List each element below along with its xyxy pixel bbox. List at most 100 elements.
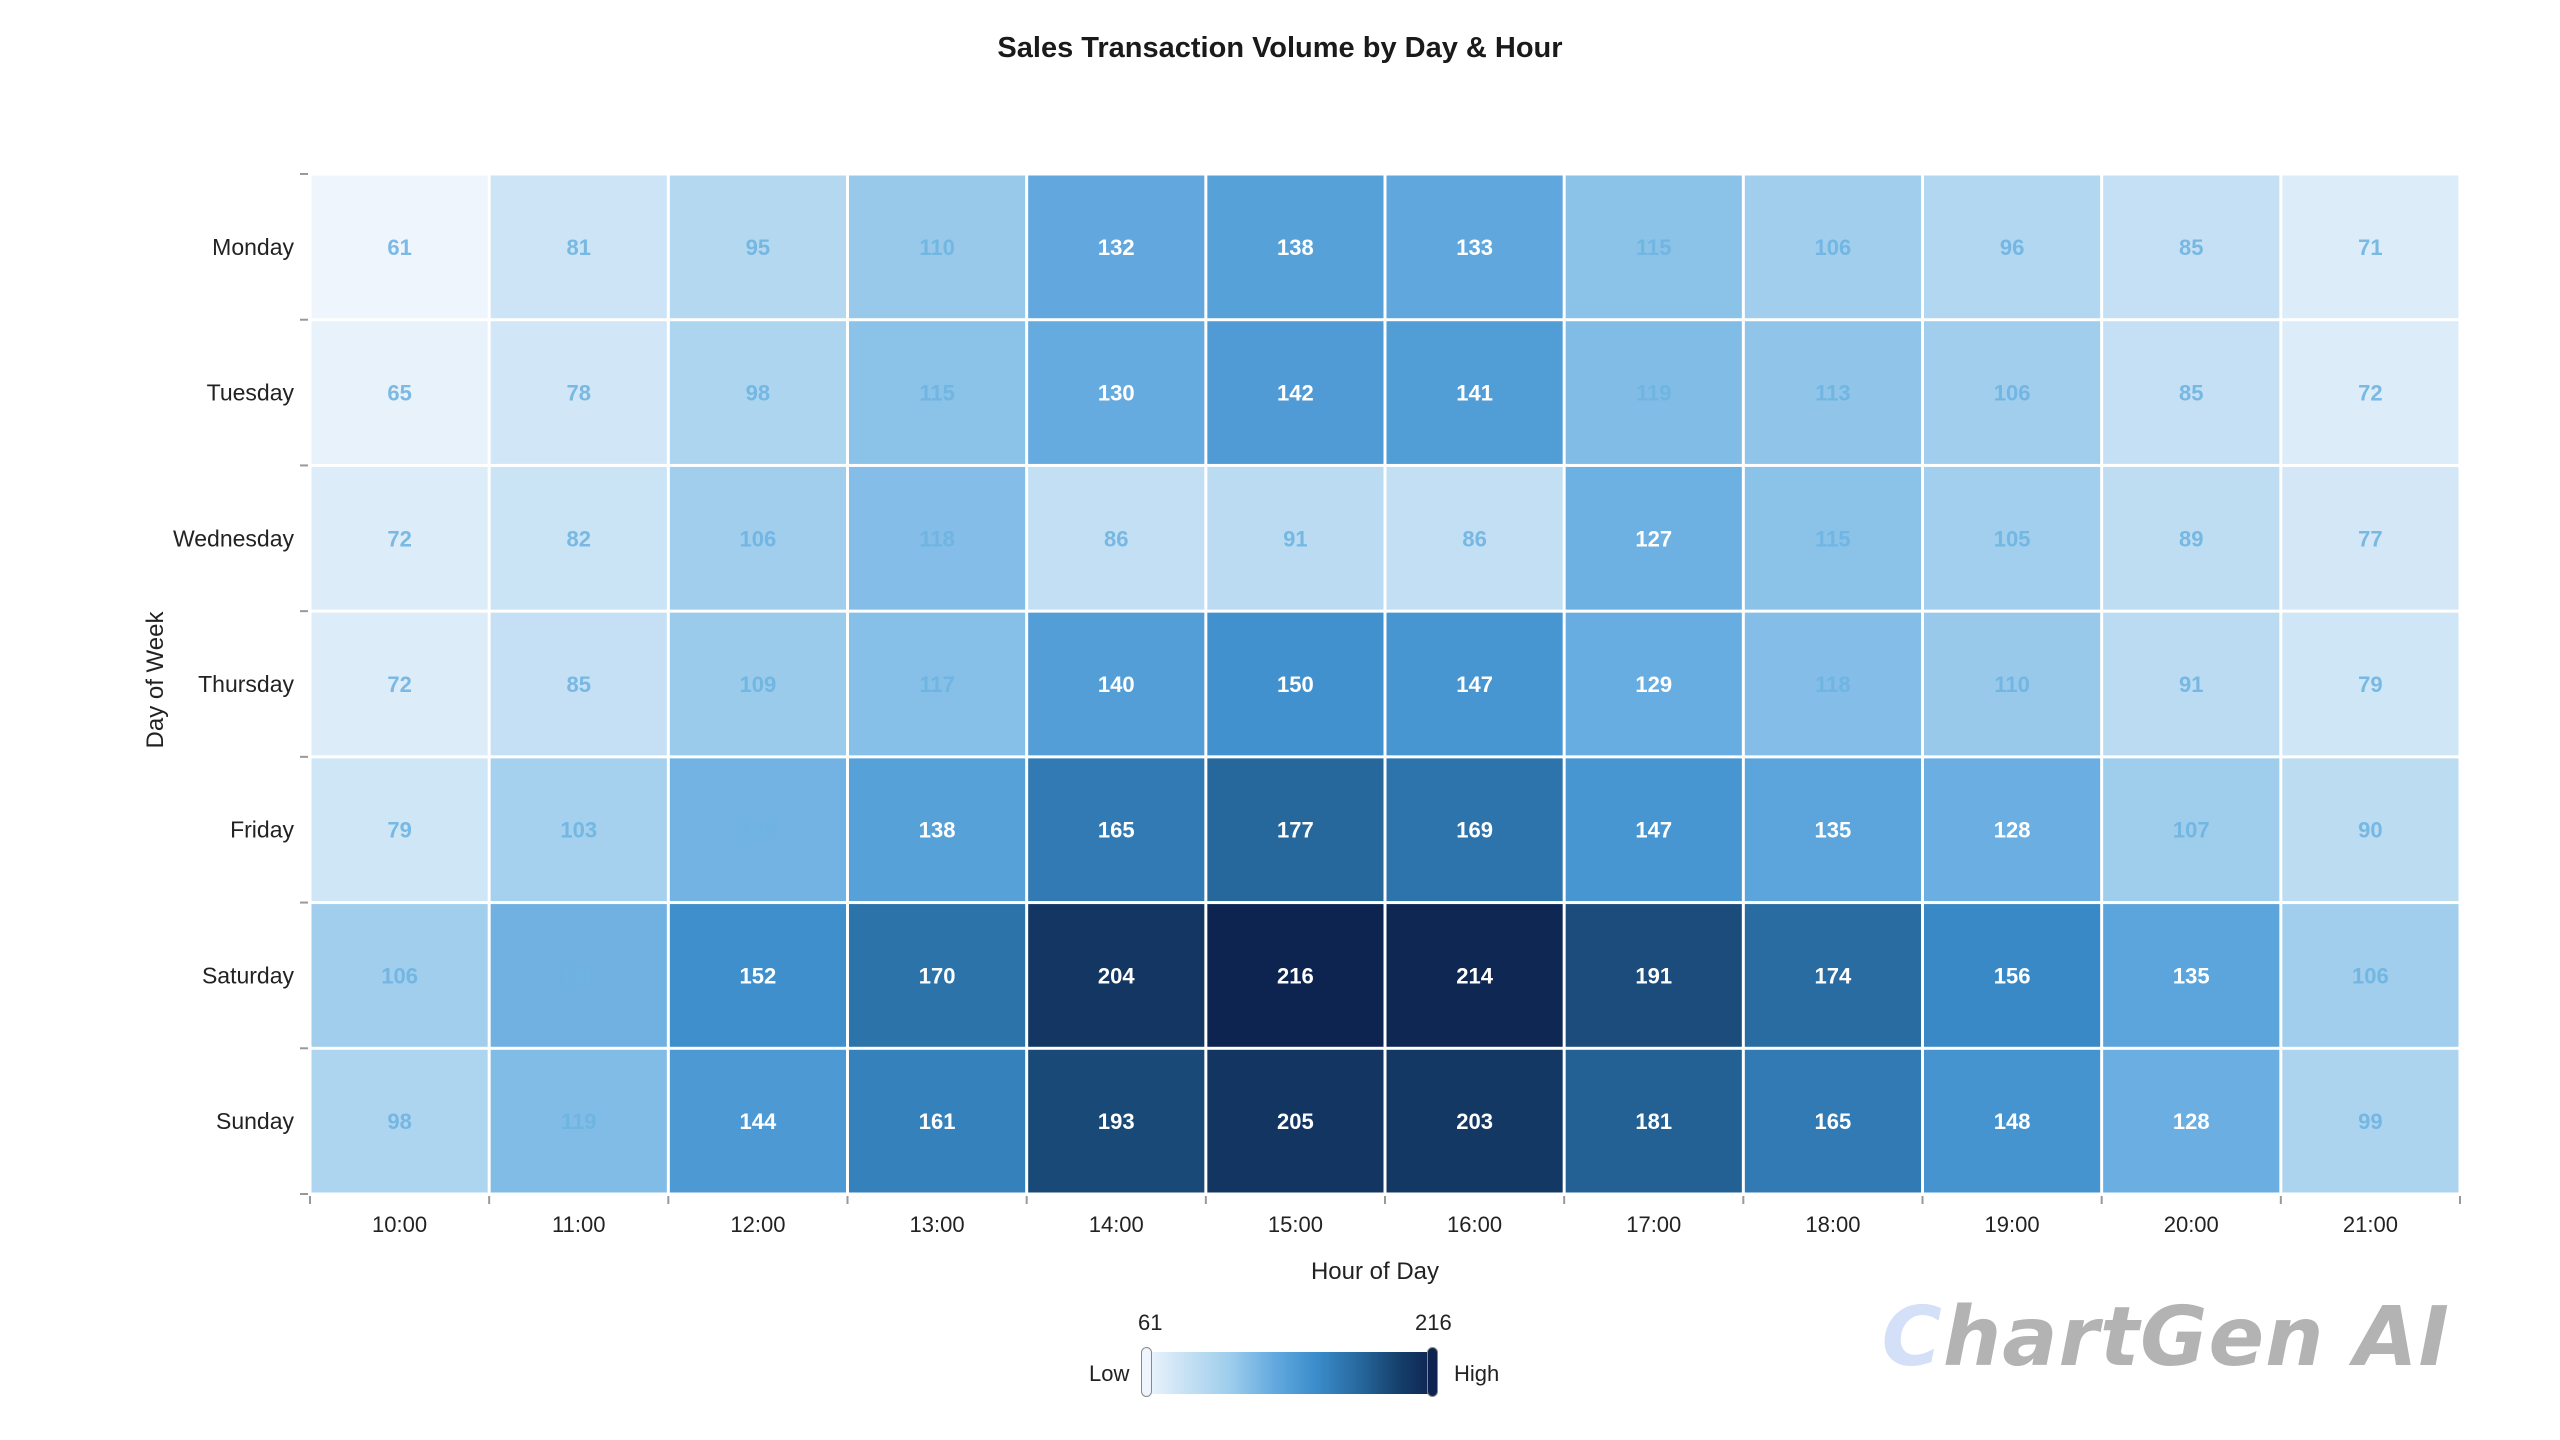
heatmap-cell[interactable] — [669, 758, 846, 902]
heatmap-cell[interactable] — [1386, 758, 1563, 902]
heatmap-cell[interactable] — [2103, 175, 2280, 319]
heatmap-cell-label: 86 — [1104, 526, 1128, 551]
heatmap-cell[interactable] — [311, 466, 488, 610]
heatmap-cell[interactable] — [2103, 1049, 2280, 1193]
heatmap-cell[interactable] — [1565, 175, 1742, 319]
heatmap-cell[interactable] — [849, 175, 1026, 319]
heatmap-cell[interactable] — [490, 321, 667, 464]
heatmap-cell[interactable] — [2103, 466, 2280, 610]
heatmap-cell[interactable] — [1565, 758, 1742, 902]
heatmap-cell[interactable] — [311, 321, 488, 464]
heatmap-cell[interactable] — [1207, 466, 1384, 610]
heatmap-cell[interactable] — [1744, 904, 1921, 1047]
heatmap-cell[interactable] — [849, 904, 1026, 1047]
heatmap-cell[interactable] — [490, 175, 667, 319]
heatmap-cell[interactable] — [311, 175, 488, 319]
x-tick-label: 21:00 — [2343, 1212, 2398, 1237]
heatmap-cell[interactable] — [849, 466, 1026, 610]
heatmap-cell[interactable] — [1207, 904, 1384, 1047]
heatmap-cell[interactable] — [2103, 904, 2280, 1047]
heatmap-cell[interactable] — [669, 466, 846, 610]
heatmap-cell[interactable] — [1924, 466, 2101, 610]
heatmap-cell[interactable] — [1565, 466, 1742, 610]
heatmap-cell[interactable] — [311, 904, 488, 1047]
heatmap-cell[interactable] — [1565, 612, 1742, 756]
heatmap-cell[interactable] — [669, 612, 846, 756]
heatmap-cell[interactable] — [1744, 1049, 1921, 1193]
heatmap-cell[interactable] — [2282, 758, 2459, 902]
heatmap-cell[interactable] — [1028, 175, 1205, 319]
heatmap-cell[interactable] — [1386, 321, 1563, 464]
heatmap-cell[interactable] — [2282, 1049, 2459, 1193]
heatmap-cell[interactable] — [849, 321, 1026, 464]
heatmap-cell-label: 109 — [740, 672, 777, 697]
heatmap-cell[interactable] — [1028, 1049, 1205, 1193]
heatmap-cell[interactable] — [1207, 1049, 1384, 1193]
heatmap-cell[interactable] — [1744, 612, 1921, 756]
legend-max-handle[interactable] — [1427, 1347, 1438, 1397]
heatmap-cell-label: 103 — [560, 818, 597, 843]
heatmap-cell[interactable] — [849, 758, 1026, 902]
heatmap-cell[interactable] — [669, 321, 846, 464]
heatmap-cell[interactable] — [2282, 466, 2459, 610]
heatmap-cell[interactable] — [1924, 904, 2101, 1047]
heatmap-cell[interactable] — [849, 612, 1026, 756]
heatmap-cell[interactable] — [1565, 904, 1742, 1047]
heatmap-cell[interactable] — [669, 1049, 846, 1193]
heatmap-cell-label: 142 — [1277, 381, 1314, 406]
heatmap-cell[interactable] — [849, 1049, 1026, 1193]
heatmap-cell[interactable] — [1744, 758, 1921, 902]
heatmap-cell-label: 107 — [2173, 818, 2210, 843]
heatmap-cell[interactable] — [2282, 904, 2459, 1047]
heatmap-cell[interactable] — [1207, 758, 1384, 902]
heatmap-cell[interactable] — [311, 758, 488, 902]
heatmap-cell[interactable] — [669, 904, 846, 1047]
heatmap-cell-label: 72 — [387, 672, 411, 697]
heatmap-cell[interactable] — [1386, 1049, 1563, 1193]
heatmap-cell[interactable] — [1386, 466, 1563, 610]
heatmap-cell-label: 130 — [1098, 381, 1135, 406]
heatmap-cell[interactable] — [490, 612, 667, 756]
heatmap-cell[interactable] — [1386, 612, 1563, 756]
heatmap-cell[interactable] — [1207, 612, 1384, 756]
heatmap-cell[interactable] — [1028, 466, 1205, 610]
heatmap-cell-label: 119 — [561, 1109, 597, 1134]
heatmap-cell[interactable] — [490, 1049, 667, 1193]
heatmap-cell[interactable] — [669, 175, 846, 319]
heatmap-cell[interactable] — [2103, 321, 2280, 464]
heatmap-cell-label: 91 — [2179, 672, 2203, 697]
legend-min-handle[interactable] — [1141, 1347, 1152, 1397]
heatmap-cell[interactable] — [1386, 904, 1563, 1047]
heatmap-cell[interactable] — [2282, 612, 2459, 756]
heatmap-cell-label: 106 — [740, 526, 777, 551]
heatmap-cell[interactable] — [1924, 612, 2101, 756]
heatmap-cell[interactable] — [2103, 758, 2280, 902]
heatmap-cell[interactable] — [1207, 321, 1384, 464]
heatmap-cell[interactable] — [1744, 175, 1921, 319]
heatmap-cell[interactable] — [1028, 758, 1205, 902]
heatmap-cell[interactable] — [490, 466, 667, 610]
heatmap-cell[interactable] — [1924, 758, 2101, 902]
heatmap-cell-label: 165 — [1098, 818, 1135, 843]
heatmap-cell[interactable] — [1028, 612, 1205, 756]
heatmap-cell[interactable] — [1924, 175, 2101, 319]
heatmap-cell[interactable] — [1565, 1049, 1742, 1193]
heatmap-cell[interactable] — [1744, 466, 1921, 610]
heatmap-cell[interactable] — [1028, 321, 1205, 464]
heatmap-cell[interactable] — [311, 612, 488, 756]
heatmap-cell[interactable] — [490, 904, 667, 1047]
heatmap-cell[interactable] — [311, 1049, 488, 1193]
heatmap-cell[interactable] — [490, 758, 667, 902]
heatmap-cell[interactable] — [1565, 321, 1742, 464]
heatmap-cell[interactable] — [1028, 904, 1205, 1047]
heatmap-cell[interactable] — [1924, 321, 2101, 464]
heatmap-cell[interactable] — [1744, 321, 1921, 464]
heatmap-cell[interactable] — [2282, 175, 2459, 319]
heatmap-cell-label: 117 — [919, 672, 955, 697]
heatmap-cell[interactable] — [2103, 612, 2280, 756]
heatmap-cell-label: 214 — [1456, 963, 1493, 988]
heatmap-cell[interactable] — [2282, 321, 2459, 464]
heatmap-cell[interactable] — [1207, 175, 1384, 319]
heatmap-cell[interactable] — [1386, 175, 1563, 319]
heatmap-cell[interactable] — [1924, 1049, 2101, 1193]
